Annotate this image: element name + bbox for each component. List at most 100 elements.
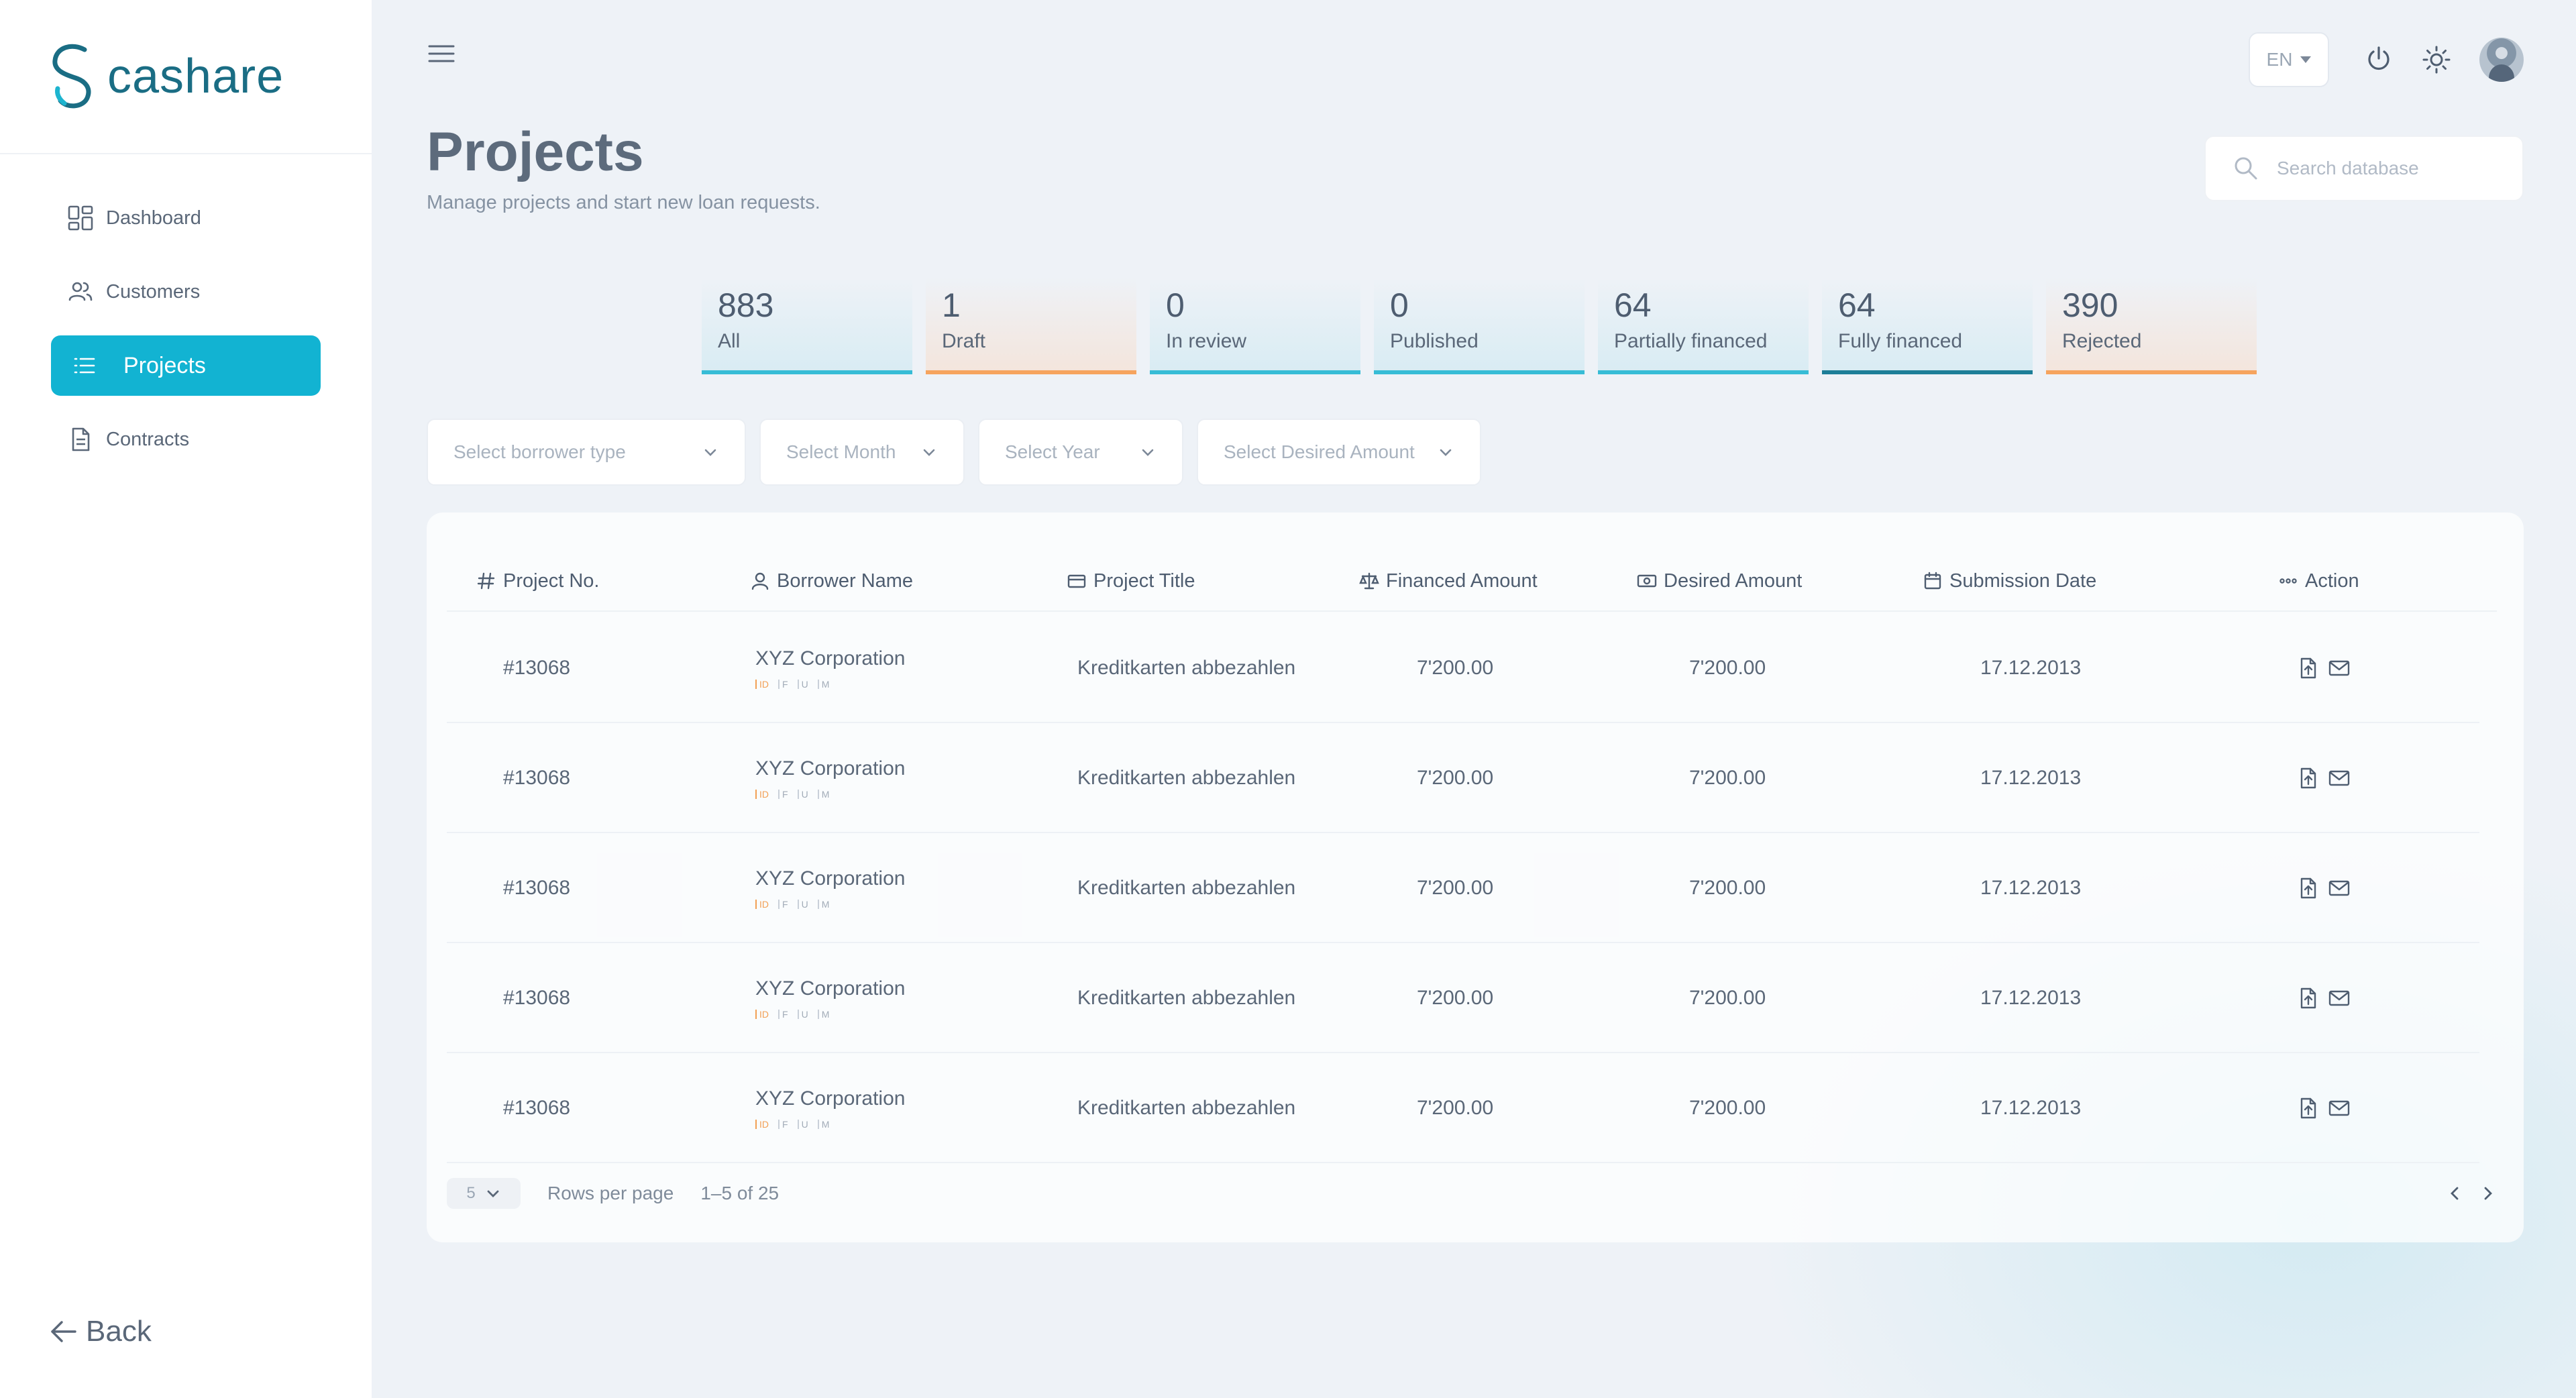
projects-table-card: Project No. Borrower Name Project Title bbox=[427, 513, 2524, 1242]
top-actions: EN bbox=[2249, 32, 2524, 87]
file-upload-icon[interactable] bbox=[2297, 767, 2320, 790]
rows-per-page-value: 5 bbox=[466, 1184, 476, 1202]
project-no: #13068 bbox=[503, 657, 571, 679]
borrower-cell: XYZ Corporation ID F U M bbox=[755, 613, 905, 723]
column-header-project-title[interactable]: Project Title bbox=[1067, 550, 1195, 612]
document-icon bbox=[66, 425, 95, 454]
sun-icon[interactable] bbox=[2422, 45, 2451, 74]
tag: F bbox=[778, 1010, 788, 1019]
cashare-logo-icon bbox=[52, 44, 91, 109]
row-actions bbox=[2297, 1053, 2359, 1163]
search-input[interactable] bbox=[2277, 158, 2505, 179]
project-title: Kreditkarten abbezahlen bbox=[1077, 657, 1296, 679]
sidebar-item-projects[interactable]: Projects bbox=[51, 335, 321, 396]
sidebar-item-dashboard[interactable]: Dashboard bbox=[51, 188, 321, 248]
stat-label: Draft bbox=[942, 330, 986, 352]
brand[interactable]: cashare bbox=[0, 0, 372, 154]
submission-date: 17.12.2013 bbox=[1980, 877, 2082, 899]
table-row[interactable]: #13068 XYZ Corporation ID F U M Kreditka… bbox=[447, 1053, 2479, 1163]
stat-label: In review bbox=[1166, 330, 1247, 352]
sidebar-item-label: Dashboard bbox=[106, 207, 201, 229]
tag: M bbox=[817, 900, 829, 909]
column-label: Desired Amount bbox=[1664, 570, 1803, 592]
main-content: EN Projects Manage projects and start ne… bbox=[372, 0, 2576, 1398]
month-select[interactable]: Select Month bbox=[759, 419, 965, 486]
stat-tab-in-review[interactable]: 0 In review bbox=[1150, 278, 1360, 374]
page-subtitle: Manage projects and start new loan reque… bbox=[427, 192, 820, 213]
column-label: Project No. bbox=[503, 570, 600, 592]
table-row[interactable]: #13068 XYZ Corporation ID F U M Kreditka… bbox=[447, 723, 2479, 833]
dots-icon bbox=[2279, 578, 2297, 584]
year-select[interactable]: Select Year bbox=[978, 419, 1183, 486]
pagination-range: 1–5 of 25 bbox=[700, 1183, 780, 1203]
table-row[interactable]: #13068 XYZ Corporation ID F U M Kreditka… bbox=[447, 943, 2479, 1053]
stat-tab-fully-financed[interactable]: 64 Fully financed bbox=[1822, 278, 2033, 374]
financed-amount: 7'200.00 bbox=[1417, 657, 1494, 679]
pagination-arrows bbox=[2432, 1182, 2500, 1205]
prev-page-button[interactable] bbox=[2443, 1182, 2466, 1205]
file-upload-icon[interactable] bbox=[2297, 657, 2320, 680]
column-header-financed-amount[interactable]: Financed Amount bbox=[1359, 550, 1538, 612]
next-page-button[interactable] bbox=[2477, 1182, 2500, 1205]
stat-label: Rejected bbox=[2062, 330, 2142, 352]
stat-tab-rejected[interactable]: 390 Rejected bbox=[2046, 278, 2257, 374]
column-header-project-no[interactable]: Project No. bbox=[476, 550, 599, 612]
borrower-tags: ID F U M bbox=[755, 1010, 839, 1019]
borrower-cell: XYZ Corporation ID F U M bbox=[755, 943, 905, 1053]
project-title: Kreditkarten abbezahlen bbox=[1077, 987, 1296, 1009]
project-title: Kreditkarten abbezahlen bbox=[1077, 767, 1296, 789]
desired-amount: 7'200.00 bbox=[1689, 767, 1766, 789]
borrower-tags: ID F U M bbox=[755, 1120, 839, 1129]
user-avatar[interactable] bbox=[2479, 38, 2524, 82]
page-title: Projects bbox=[427, 121, 644, 182]
calendar-icon bbox=[1924, 572, 1941, 590]
stat-label: Fully financed bbox=[1838, 330, 1963, 352]
language-select[interactable]: EN bbox=[2249, 32, 2329, 87]
mail-icon[interactable] bbox=[2328, 657, 2351, 680]
column-header-desired-amount[interactable]: Desired Amount bbox=[1637, 550, 1802, 612]
borrower-tags: ID F U M bbox=[755, 790, 839, 799]
file-upload-icon[interactable] bbox=[2297, 1097, 2320, 1120]
hamburger-menu-icon[interactable] bbox=[427, 42, 456, 66]
table-row[interactable]: #13068 XYZ Corporation ID F U M Kreditka… bbox=[447, 833, 2479, 943]
mail-icon[interactable] bbox=[2328, 1097, 2351, 1120]
stat-tab-all[interactable]: 883 All bbox=[702, 278, 912, 374]
stat-count: 64 bbox=[1614, 286, 1652, 324]
project-no: #13068 bbox=[503, 987, 571, 1009]
tag: F bbox=[778, 680, 788, 689]
mail-icon[interactable] bbox=[2328, 877, 2351, 900]
column-header-submission-date[interactable]: Submission Date bbox=[1923, 550, 2096, 612]
file-upload-icon[interactable] bbox=[2297, 877, 2320, 900]
rows-per-page-select[interactable]: 5 bbox=[447, 1178, 521, 1209]
mail-icon[interactable] bbox=[2328, 767, 2351, 790]
user-icon bbox=[751, 572, 769, 590]
users-icon bbox=[66, 277, 95, 307]
stat-label: Published bbox=[1390, 330, 1479, 352]
tag: F bbox=[778, 1120, 788, 1129]
back-button[interactable]: Back bbox=[48, 1315, 152, 1348]
stat-tab-draft[interactable]: 1 Draft bbox=[926, 278, 1136, 374]
desired-amount-select[interactable]: Select Desired Amount bbox=[1197, 419, 1481, 486]
tag: U bbox=[797, 900, 808, 909]
borrower-type-select[interactable]: Select borrower type bbox=[427, 419, 746, 486]
column-label: Project Title bbox=[1093, 570, 1195, 592]
file-upload-icon[interactable] bbox=[2297, 987, 2320, 1010]
column-label: Action bbox=[2305, 570, 2359, 592]
row-actions bbox=[2297, 943, 2359, 1053]
row-actions bbox=[2297, 613, 2359, 723]
search-icon bbox=[2235, 157, 2257, 180]
borrower-name: XYZ Corporation bbox=[755, 647, 906, 669]
mail-icon[interactable] bbox=[2328, 987, 2351, 1010]
desired-amount: 7'200.00 bbox=[1689, 877, 1766, 899]
sidebar-item-contracts[interactable]: Contracts bbox=[51, 409, 321, 470]
column-header-borrower-name[interactable]: Borrower Name bbox=[750, 550, 913, 612]
tag: ID bbox=[755, 1010, 769, 1019]
column-label: Submission Date bbox=[1949, 570, 2097, 592]
power-icon[interactable] bbox=[2364, 45, 2394, 74]
chevron-left-icon bbox=[2451, 1187, 2459, 1200]
sidebar-item-customers[interactable]: Customers bbox=[51, 262, 321, 322]
stat-tab-published[interactable]: 0 Published bbox=[1374, 278, 1585, 374]
desired-amount: 7'200.00 bbox=[1689, 1097, 1766, 1119]
table-row[interactable]: #13068 XYZ Corporation ID F U M Kreditka… bbox=[447, 613, 2479, 723]
stat-tab-partially-financed[interactable]: 64 Partially financed bbox=[1598, 278, 1809, 374]
